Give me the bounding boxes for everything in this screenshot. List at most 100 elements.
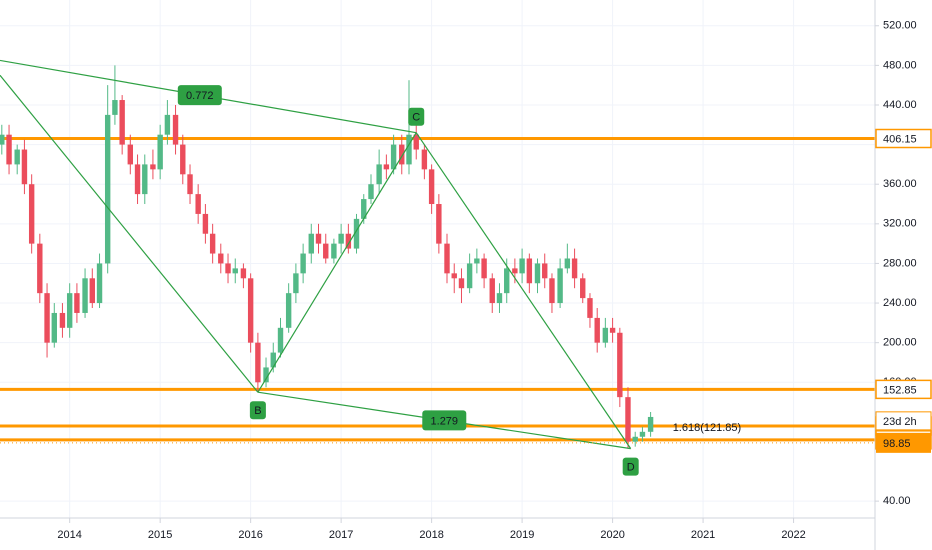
ratio-box [422, 410, 467, 431]
countdown-tag [875, 411, 932, 431]
candle-body [89, 278, 95, 304]
candle-body [157, 134, 163, 170]
candle-body [594, 317, 600, 343]
x-tick-label: 2017 [329, 529, 353, 541]
candle-body [247, 278, 254, 343]
plot: 0.772 1.279 B C D 1.618(121.85) [0, 59, 875, 476]
candle-body [232, 268, 238, 274]
candle-body [195, 194, 201, 214]
level-tag-label: 152.85 [883, 384, 917, 396]
candle-body [413, 134, 419, 150]
candle-body [323, 243, 329, 259]
candle-body [504, 268, 510, 294]
candle-body [96, 263, 103, 304]
point-box [622, 457, 639, 476]
fib-label: 1.618(121.85) [673, 422, 742, 434]
candle-body [534, 263, 541, 284]
candle-body [293, 273, 299, 294]
candle-body [444, 243, 450, 274]
candle-body [481, 258, 487, 279]
candle-body [361, 199, 367, 219]
level-tag [875, 128, 932, 149]
last-price-label: 98.85 [883, 438, 911, 450]
candle-body [134, 164, 141, 195]
candle-body [300, 253, 306, 274]
candle-body [119, 100, 125, 145]
candle-body [399, 144, 405, 165]
countdown-label: 23d 2h [883, 416, 917, 428]
candle-body [609, 327, 616, 333]
candle-body [451, 273, 457, 279]
candle-body [353, 218, 360, 249]
candle-body [270, 352, 276, 368]
candle-body [14, 149, 20, 165]
candle-body [474, 258, 480, 264]
candle-body [6, 134, 12, 165]
candle-body [66, 293, 73, 328]
candle-body [104, 114, 111, 264]
candle-body [587, 298, 593, 318]
y-tick-label: 320.00 [883, 218, 917, 230]
candle-body [489, 278, 495, 304]
candle-body [150, 164, 156, 170]
candle-body [308, 233, 314, 254]
candle-body [37, 243, 43, 294]
candle-body [202, 213, 209, 234]
candle-body [331, 243, 337, 259]
candle-body [21, 149, 28, 185]
candle-body [458, 278, 465, 289]
candle-body [406, 134, 412, 165]
candle-body [428, 169, 435, 205]
x-tick-label: 2016 [238, 529, 262, 541]
candle-body [255, 342, 261, 383]
point-box [408, 107, 425, 126]
candle-body [28, 184, 35, 244]
candle-body [345, 233, 352, 249]
level-tag-label: 406.15 [883, 133, 917, 145]
candle-body [526, 258, 533, 284]
level-tag [875, 379, 932, 400]
candle-body [172, 114, 179, 145]
candle-body [218, 253, 224, 264]
last-price-tag [876, 432, 931, 453]
point-box [249, 401, 266, 420]
candle-body [436, 204, 442, 244]
candle-body [383, 164, 390, 170]
candle-body [632, 436, 638, 442]
candle-body [59, 312, 66, 328]
candle-body [180, 144, 186, 175]
y-tick-label: 480.00 [883, 59, 917, 71]
x-tick-label: 2020 [600, 529, 624, 541]
pattern-line [415, 132, 632, 449]
y-tick-label: 240.00 [883, 297, 917, 309]
candle-body [142, 164, 148, 195]
candle-body [639, 431, 646, 437]
y-tick-label: 360.00 [883, 178, 917, 190]
point-label: C [412, 112, 420, 124]
point-label: B [254, 405, 261, 417]
candle-body [240, 268, 247, 279]
candle-body [112, 100, 118, 115]
y-tick-label: 280.00 [883, 257, 917, 269]
candle-body [602, 327, 609, 343]
candle-body [549, 278, 555, 304]
candle-body [376, 164, 382, 185]
candle-body [519, 258, 525, 274]
candle-body [164, 114, 171, 135]
candle-body [542, 263, 548, 279]
candle-body [82, 278, 88, 313]
candle-body [225, 263, 231, 274]
x-tick-label: 2021 [691, 529, 715, 541]
candle-body [0, 134, 5, 145]
candle-body [277, 327, 284, 353]
candle-body [44, 293, 50, 343]
candle-body [647, 416, 654, 432]
ratio-label: 0.772 [186, 90, 214, 102]
candle-body [466, 263, 473, 289]
candle-body [368, 184, 374, 200]
candle-body [390, 144, 397, 170]
candle-body [187, 174, 193, 195]
pattern-line [0, 74, 259, 393]
